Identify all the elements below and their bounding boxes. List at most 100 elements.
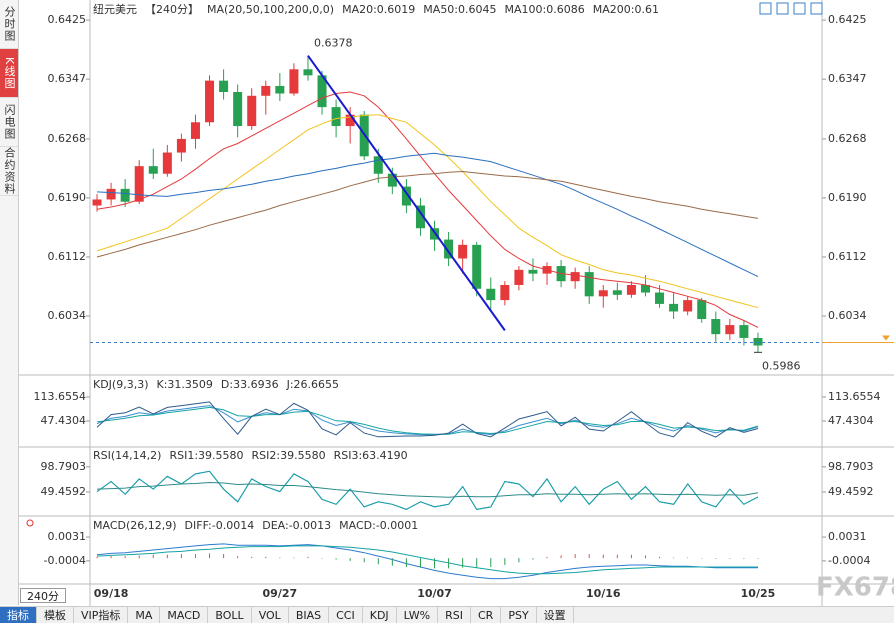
histogram-bar [462, 558, 464, 568]
histogram-bar [616, 554, 618, 559]
y-tick-label: 0.6347 [48, 72, 87, 85]
x-tick-label: 09/27 [263, 587, 298, 600]
y-tick-label-right: 0.6268 [828, 132, 867, 145]
y-tick-label-right: 113.6554 [828, 390, 881, 403]
y-tick-label: 0.6112 [48, 250, 87, 263]
toolbar-button[interactable]: BIAS [289, 607, 330, 623]
candle-body [626, 284, 636, 295]
toolbar-button[interactable]: VOL [252, 607, 289, 623]
series-line [96, 401, 759, 438]
histogram-bar [743, 558, 745, 559]
histogram-bar [265, 556, 267, 559]
toolbar-button[interactable]: RSI [438, 607, 471, 623]
legend-entry: MACD:-0.0001 [339, 519, 418, 532]
toolbar-button[interactable]: VIP指标 [74, 607, 129, 623]
legend-entry: DEA:-0.0013 [262, 519, 331, 532]
y-tick-label-right: 49.4592 [828, 485, 874, 498]
sidebar-tab[interactable]: 分时图 [0, 0, 18, 49]
histogram-bar [124, 556, 126, 559]
sidebar-tab[interactable]: 闪电图 [0, 98, 18, 147]
candle-body [190, 122, 200, 139]
icon-button[interactable] [793, 2, 806, 15]
histogram-bar [251, 556, 253, 559]
histogram-bar [490, 558, 492, 568]
histogram-bar [349, 558, 351, 561]
series-line [96, 170, 759, 258]
legend-entry: RSI(14,14,2) [93, 449, 161, 462]
toolbar-button[interactable]: BOLL [208, 607, 252, 623]
toolbar-button[interactable]: KDJ [363, 607, 397, 623]
low-label: 0.5986 [762, 359, 801, 372]
sidebar: 分时图 K线图 闪电图 合约资料 [0, 0, 19, 605]
histogram-bar [560, 555, 562, 559]
legend-entry: DIFF:-0.0014 [185, 519, 255, 532]
toolbar-button[interactable]: PSY [501, 607, 537, 623]
period-selector[interactable]: 240分 [20, 588, 66, 603]
legend-entry: K:31.3509 [157, 378, 213, 391]
histogram-bar [321, 558, 323, 559]
sidebar-tab[interactable]: 合约资料 [0, 147, 18, 196]
candle-body [176, 138, 186, 153]
histogram-bar [96, 556, 98, 559]
candle-body [162, 152, 172, 174]
toolbar: 指标 模板 VIP指标 MA MACD BOLL VOL BIAS CCI KDJ LW% RSI CR… [0, 606, 894, 623]
toolbar-button[interactable]: LW% [397, 607, 439, 623]
candle-body [233, 92, 243, 127]
y-tick-label: 0.6425 [48, 13, 87, 26]
series-line [96, 152, 759, 278]
histogram-bar [630, 554, 632, 559]
icon-button[interactable] [810, 2, 823, 15]
series-line [96, 543, 758, 580]
candle-body [612, 290, 622, 295]
high-label: 0.6378 [314, 37, 353, 50]
candle-body [655, 292, 665, 304]
series-line [96, 545, 758, 575]
chart: FX678 0.6034 0.6034 0.6112 0.6112 0.6190 0.61… [18, 0, 894, 606]
histogram-bar [138, 555, 140, 559]
last-price-arrow [882, 335, 890, 341]
candle-body [401, 186, 411, 206]
histogram-bar [194, 554, 196, 559]
series-line [96, 470, 759, 510]
histogram-bar [673, 557, 675, 559]
candle-body [317, 75, 327, 108]
y-tick-label-right: 0.6347 [828, 72, 867, 85]
candle-body [415, 205, 425, 229]
toolbar-button[interactable]: 模板 [37, 607, 74, 623]
candle-body [472, 244, 482, 289]
candle-body [134, 166, 144, 202]
toolbar-button[interactable]: 指标 [0, 607, 37, 623]
candle-body [514, 269, 524, 285]
y-tick-label: 0.6190 [48, 191, 87, 204]
settings-icon [26, 519, 34, 527]
y-tick-label: 0.6268 [48, 132, 87, 145]
candle-body [711, 319, 721, 335]
y-tick-label-right: 98.7903 [828, 460, 874, 473]
toolbar-button[interactable]: CCI [329, 607, 363, 623]
x-tick-label: 10/07 [417, 587, 452, 600]
icon-button[interactable] [759, 2, 772, 15]
legend-entry: MA100:0.6086 [505, 3, 585, 16]
legend-entry: 【240分】 [145, 3, 199, 16]
histogram-bar [110, 556, 112, 559]
y-tick-label: 0.0031 [48, 530, 87, 543]
y-tick-label: 98.7903 [41, 460, 87, 473]
sidebar-tab[interactable]: K线图 [0, 49, 18, 98]
legend-entry: RSI3:63.4190 [334, 449, 408, 462]
candle-body [697, 300, 707, 320]
toolbar-button[interactable]: 设置 [537, 607, 574, 623]
legend-entry: MA200:0.61 [593, 3, 659, 16]
histogram-bar [602, 554, 604, 559]
icon-button[interactable] [776, 2, 789, 15]
toolbar-button[interactable]: MACD [160, 607, 209, 623]
x-tick-label: 10/25 [741, 587, 776, 600]
toolbar-button[interactable]: MA [128, 607, 161, 623]
watermark: FX678 [816, 573, 894, 603]
toolbar-button[interactable]: CR [471, 607, 502, 623]
x-tick-label: 09/18 [94, 587, 129, 600]
candle-body [486, 288, 496, 301]
candle-body [331, 107, 341, 127]
y-tick-label: 49.4592 [41, 485, 87, 498]
y-tick-label-right: 47.4304 [828, 414, 874, 427]
